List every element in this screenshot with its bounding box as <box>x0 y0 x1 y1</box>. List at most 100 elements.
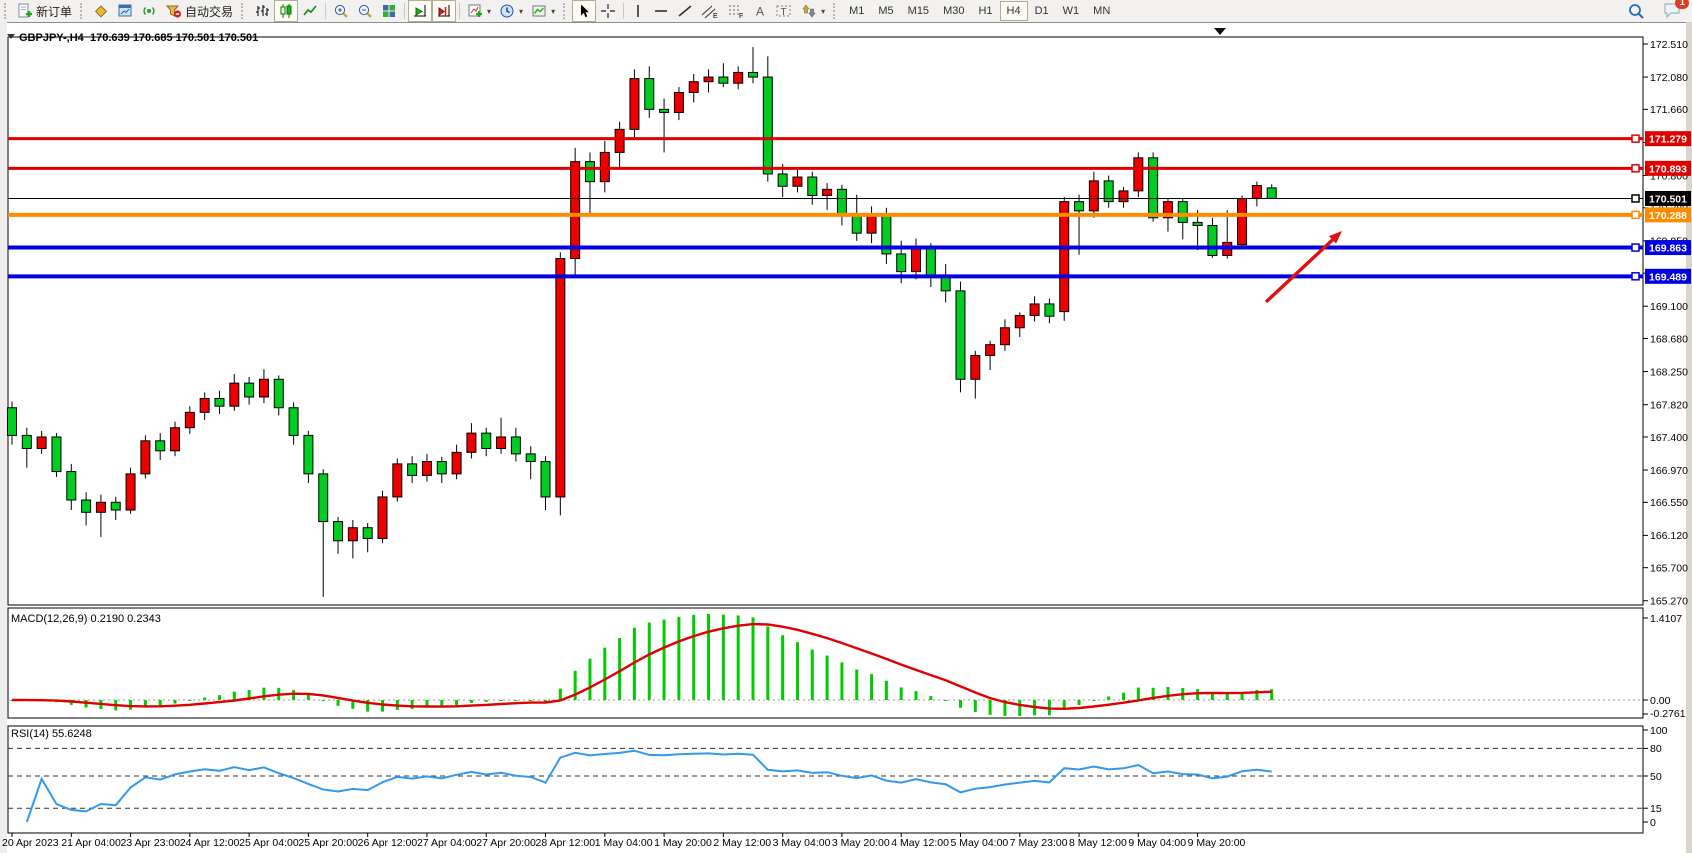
hline-handle[interactable] <box>1631 272 1640 281</box>
macd-histogram-bar <box>795 642 799 700</box>
symbol-dropdown-icon[interactable] <box>7 34 15 39</box>
templates-dropdown[interactable]: ▾ <box>527 0 559 22</box>
chart-window[interactable]: 172.510172.080171.660171.230170.800170.3… <box>0 22 1692 853</box>
candle-body <box>777 173 788 187</box>
timeframe-m15[interactable]: M15 <box>907 5 930 17</box>
macd-histogram-bar <box>899 687 903 700</box>
crosshair-icon <box>601 4 616 18</box>
fibonacci-tool[interactable]: F <box>723 0 749 22</box>
chevron-down-icon: ▾ <box>821 6 826 16</box>
cursor-tool-button[interactable] <box>572 0 597 22</box>
price-axis-tick-label: 166.970 <box>1650 465 1688 477</box>
timeframe-w1[interactable]: W1 <box>1062 5 1080 17</box>
macd-histogram-bar <box>425 700 429 708</box>
timeframe-h4[interactable]: H4 <box>999 1 1028 21</box>
auto-scroll-button[interactable] <box>408 0 433 22</box>
macd-histogram-bar <box>736 615 740 700</box>
price-axis-tick-label: 166.550 <box>1650 497 1688 509</box>
bar-chart-mode-button[interactable] <box>250 0 274 22</box>
chevron-down-icon: ▾ <box>487 6 492 16</box>
timeframes-dropdown[interactable]: ▾ <box>495 0 527 22</box>
signals-button[interactable] <box>137 0 161 22</box>
candle-body <box>955 290 966 380</box>
candle-body <box>584 161 595 183</box>
hline-handle[interactable] <box>1631 134 1640 143</box>
hline-handle[interactable] <box>1631 243 1640 252</box>
macd-histogram-bar <box>884 680 888 700</box>
new-order-button[interactable]: 新订单 <box>13 0 76 22</box>
candle-body <box>199 398 210 413</box>
price-pane[interactable] <box>7 36 1644 606</box>
macd-histogram-bar <box>262 687 266 700</box>
zoom-in-button[interactable] <box>329 0 353 22</box>
timeframe-h1[interactable]: H1 <box>978 5 993 17</box>
price-axis-label-text: 171.279 <box>1649 134 1687 146</box>
candle-body <box>659 108 670 113</box>
vertical-line-icon <box>637 5 639 17</box>
hline-handle[interactable] <box>1631 194 1640 203</box>
toolbar-grip[interactable] <box>563 3 568 19</box>
macd-axis-min: -0.2761 <box>1650 708 1686 720</box>
candle-body <box>540 461 551 498</box>
trendline-tool[interactable] <box>673 0 697 22</box>
time-axis-label: 1 May 04:00 <box>595 837 653 849</box>
toolbar-grip[interactable] <box>833 3 838 19</box>
candle-body <box>925 248 936 276</box>
timeframe-m5[interactable]: M5 <box>878 5 894 17</box>
rsi-pane[interactable] <box>7 725 1644 834</box>
timeframe-m30[interactable]: M30 <box>943 5 965 17</box>
macd-pane[interactable] <box>7 607 1644 719</box>
toolbar-grip[interactable] <box>4 3 9 19</box>
macd-histogram-bar <box>1107 696 1111 700</box>
svg-text:E: E <box>713 13 718 19</box>
autotrading-button[interactable]: 自动交易 <box>161 0 237 22</box>
candle-body <box>184 411 195 429</box>
text-icon: A <box>756 5 764 19</box>
macd-histogram-bar <box>455 700 459 706</box>
equidistant-channel-tool[interactable]: E <box>697 0 723 22</box>
zoom-out-button[interactable] <box>353 0 377 22</box>
vertical-line-tool[interactable] <box>627 0 649 22</box>
macd-histogram-bar <box>618 638 622 700</box>
macd-histogram-bar <box>366 700 370 712</box>
candle-body <box>525 453 536 463</box>
toolbar-grip[interactable] <box>241 3 246 19</box>
chart-window-button[interactable] <box>113 0 137 22</box>
macd-histogram-bar <box>1255 689 1259 700</box>
candle-body <box>303 434 314 475</box>
horizontal-line-tool[interactable] <box>649 0 673 22</box>
candlestick-mode-button[interactable] <box>274 0 299 22</box>
indicators-dropdown[interactable]: ▾ <box>463 0 495 22</box>
search-button[interactable] <box>1623 0 1649 22</box>
macd-histogram-bar <box>1136 687 1140 700</box>
candle-body <box>1177 201 1188 223</box>
trend-arrow-annotation[interactable] <box>1264 233 1339 304</box>
macd-signal-line <box>11 622 1272 711</box>
chart-shift-button[interactable] <box>432 0 457 22</box>
tile-windows-button[interactable] <box>377 0 401 22</box>
candle-body <box>1192 221 1203 226</box>
crosshair-tool-button[interactable] <box>596 0 620 22</box>
new-order-icon <box>18 3 32 18</box>
arrows-dropdown[interactable]: ▾ <box>797 0 829 22</box>
indicators-icon <box>468 4 483 17</box>
hline-handle[interactable] <box>1631 164 1640 173</box>
text-tool[interactable]: A <box>749 0 771 22</box>
candle-body <box>481 432 492 449</box>
macd-axis-max: 1.4107 <box>1650 613 1682 625</box>
macd-histogram-bar <box>469 700 473 703</box>
chat-button[interactable]: 1 <box>1663 0 1689 22</box>
chart-shift-marker[interactable] <box>1214 28 1226 35</box>
toolbar-grip[interactable] <box>80 3 85 19</box>
market-watch-button[interactable] <box>89 0 113 22</box>
hline-handle[interactable] <box>1631 210 1640 220</box>
cursor-icon <box>581 4 590 18</box>
candle-body <box>985 344 996 356</box>
text-label-tool[interactable]: T <box>771 0 797 22</box>
timeframe-m1[interactable]: M1 <box>849 5 865 17</box>
price-axis-label <box>1645 207 1691 223</box>
line-chart-mode-button[interactable] <box>298 0 322 22</box>
candle-body <box>555 258 566 498</box>
timeframe-mn[interactable]: MN <box>1093 5 1111 17</box>
timeframe-d1[interactable]: D1 <box>1034 5 1049 17</box>
